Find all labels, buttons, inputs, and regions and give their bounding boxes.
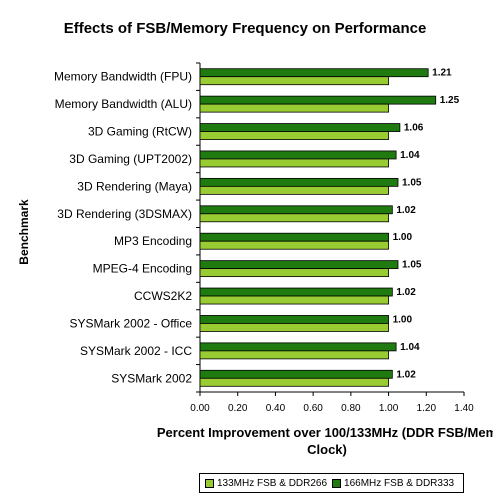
x-tick-label: 1.00 xyxy=(379,403,399,414)
bar-133mhz xyxy=(199,377,389,387)
category-label: 3D Gaming (UPT2002) xyxy=(69,152,192,166)
category-label: CCWS2K2 xyxy=(134,289,192,303)
category-label: MPEG-4 Encoding xyxy=(93,262,192,276)
x-tick-label: 0.40 xyxy=(266,403,286,414)
data-label: 1.04 xyxy=(400,342,420,353)
bar-133mhz xyxy=(199,268,389,278)
bar-166mhz xyxy=(199,68,429,78)
category-label: Memory Bandwidth (ALU) xyxy=(55,97,192,111)
x-tick-label: 0.60 xyxy=(303,403,323,414)
legend-swatch-series-1 xyxy=(205,478,214,488)
bar-133mhz xyxy=(199,295,389,305)
category-label: 3D Gaming (RtCW) xyxy=(88,125,192,139)
legend-item-series-2: 166MHz FSB & DDR333 xyxy=(332,478,454,489)
bar-166mhz xyxy=(199,177,399,187)
category-label: Memory Bandwidth (FPU) xyxy=(54,70,192,84)
chart-title: Effects of FSB/Memory Frequency on Perfo… xyxy=(64,20,427,37)
category-label: MP3 Encoding xyxy=(114,234,192,248)
bar-166mhz xyxy=(199,342,397,352)
data-label: 1.21 xyxy=(432,68,452,79)
x-tick-label: 1.20 xyxy=(417,403,437,414)
data-label: 1.05 xyxy=(402,260,422,271)
data-label: 1.02 xyxy=(396,369,416,380)
data-label: 1.04 xyxy=(400,150,420,161)
data-label: 1.02 xyxy=(396,287,416,298)
x-tick-label: 1.40 xyxy=(454,403,474,414)
legend-label-series-2: 166MHz FSB & DDR333 xyxy=(344,477,455,489)
plot-area: 0.00 0.20 0.40 0.60 0.80 1.00 1.20 1.40 Memory B… xyxy=(54,62,474,414)
bar-166mhz xyxy=(199,315,389,324)
data-label: 1.02 xyxy=(396,205,416,216)
x-tick-label: 0.20 xyxy=(228,403,248,414)
bar-166mhz xyxy=(199,260,399,270)
bar-133mhz xyxy=(199,131,389,140)
category-label: SYSMark 2002 - Office xyxy=(70,316,193,330)
bar-133mhz xyxy=(199,350,389,360)
data-label: 1.00 xyxy=(393,232,413,243)
bar-166mhz xyxy=(199,95,437,105)
data-label: 1.25 xyxy=(440,95,460,106)
data-label: 1.06 xyxy=(404,123,424,134)
bar-133mhz xyxy=(199,76,389,86)
bar-133mhz xyxy=(199,323,389,332)
y-axis-title: Benchmark xyxy=(17,199,31,265)
bar-166mhz xyxy=(199,150,397,160)
bar-166mhz xyxy=(199,205,393,215)
bar-166mhz xyxy=(199,232,389,242)
legend-label-series-1: 133MHz FSB & DDR266 xyxy=(217,477,328,489)
legend-item-series-1: 133MHz FSB & DDR266 xyxy=(205,478,327,489)
bar-133mhz xyxy=(199,103,389,113)
x-axis-title-line2: Clock) xyxy=(307,442,347,457)
bar-133mhz xyxy=(199,185,389,195)
legend-swatch-series-2 xyxy=(332,478,342,488)
bar-133mhz xyxy=(199,240,389,250)
category-label: SYSMark 2002 - ICC xyxy=(80,344,192,358)
bar-133mhz xyxy=(199,158,389,168)
bar-166mhz xyxy=(199,287,393,297)
bar-166mhz xyxy=(199,369,393,379)
x-tick-label: 0.80 xyxy=(341,403,361,414)
legend: 133MHz FSB & DDR266 166MHz FSB & DDR333 xyxy=(199,473,464,493)
bar-133mhz xyxy=(199,213,389,223)
x-tick-label: 0.00 xyxy=(190,403,210,414)
category-label: 3D Rendering (3DSMAX) xyxy=(57,207,192,221)
category-label: 3D Rendering (Maya) xyxy=(77,179,192,193)
x-axis-title-line1: Percent Improvement over 100/133MHz (DDR… xyxy=(157,425,493,440)
data-label: 1.05 xyxy=(402,177,422,188)
bar-166mhz xyxy=(199,123,401,132)
data-label: 1.00 xyxy=(393,314,413,325)
category-label: SYSMark 2002 xyxy=(111,371,192,385)
